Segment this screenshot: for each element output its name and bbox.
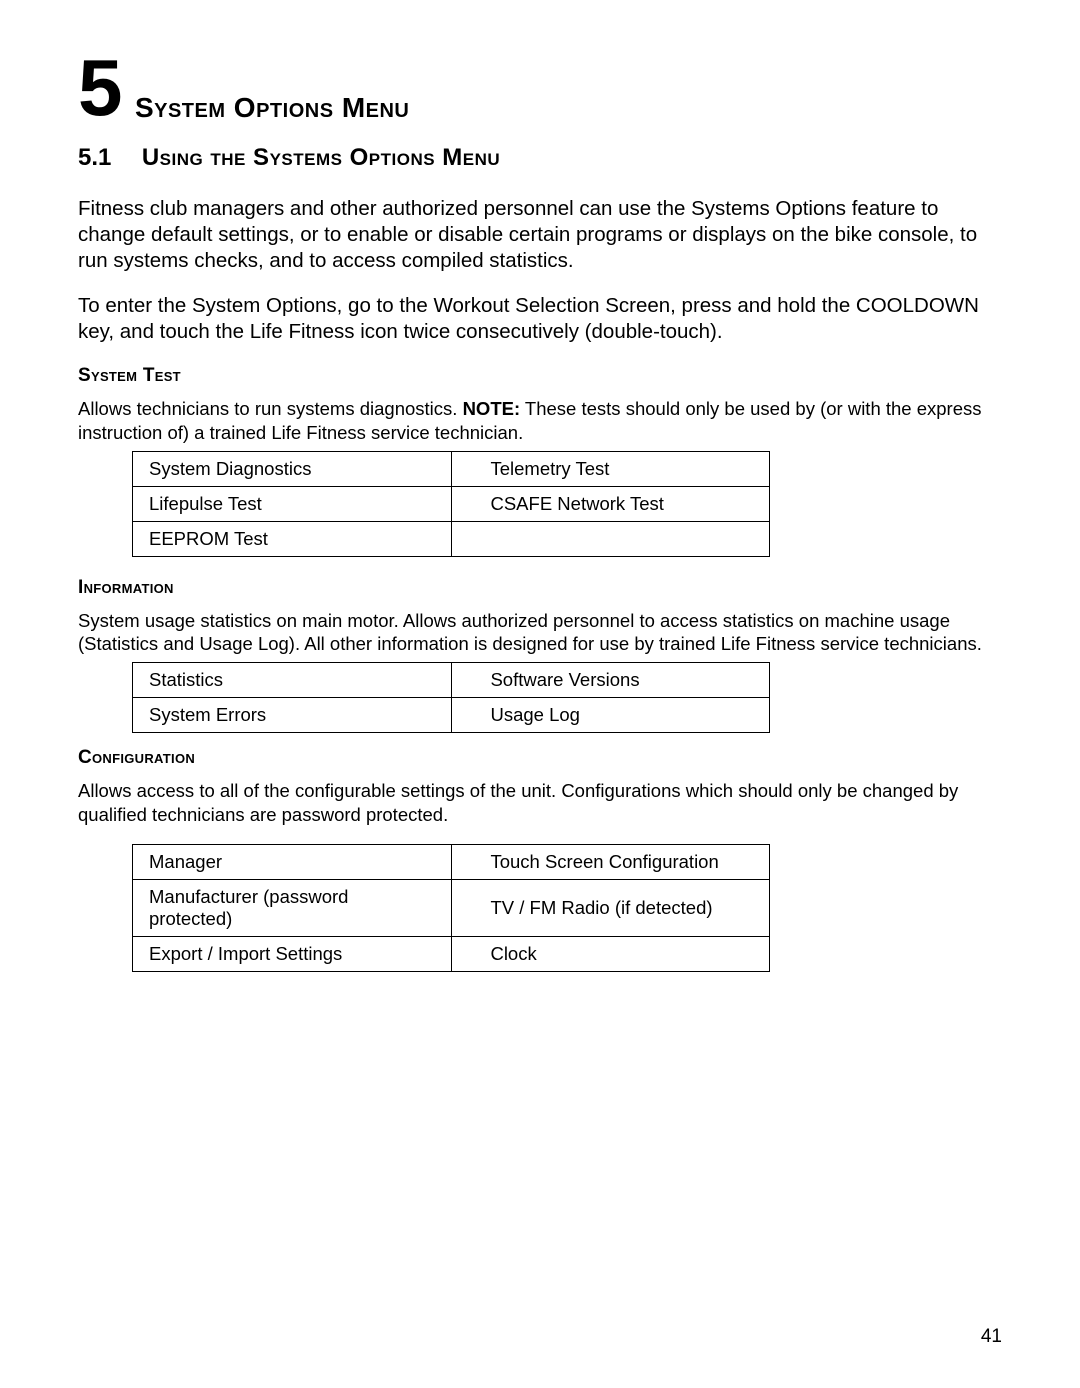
table-cell: System Diagnostics [133, 451, 452, 486]
table-cell: Usage Log [452, 697, 770, 732]
system-test-header: System Test [78, 365, 1002, 387]
system-test-table: System Diagnostics Telemetry Test Lifepu… [132, 451, 770, 557]
table-cell [452, 521, 770, 556]
system-test-description: Allows technicians to run systems diagno… [78, 397, 1002, 444]
table-cell: Manufacturer (password protected) [133, 880, 452, 937]
table-cell: Clock [452, 937, 770, 972]
chapter-title: System Options Menu [135, 94, 409, 122]
information-description: System usage statistics on main motor. A… [78, 609, 1002, 656]
table-row: Export / Import Settings Clock [133, 937, 770, 972]
information-table: Statistics Software Versions System Erro… [132, 662, 770, 733]
table-row: System Errors Usage Log [133, 697, 770, 732]
table-row: Statistics Software Versions [133, 662, 770, 697]
configuration-description: Allows access to all of the configurable… [78, 779, 1002, 826]
chapter-number: 5 [78, 48, 123, 128]
table-cell: CSAFE Network Test [452, 486, 770, 521]
information-header: Information [78, 577, 1002, 599]
configuration-table: Manager Touch Screen Configuration Manuf… [132, 844, 770, 972]
chapter-header: 5 System Options Menu [78, 48, 1002, 128]
table-cell: Statistics [133, 662, 452, 697]
table-cell: Manager [133, 845, 452, 880]
table-cell: System Errors [133, 697, 452, 732]
table-cell: Telemetry Test [452, 451, 770, 486]
table-cell: Touch Screen Configuration [452, 845, 770, 880]
table-row: Manager Touch Screen Configuration [133, 845, 770, 880]
table-row: System Diagnostics Telemetry Test [133, 451, 770, 486]
page-number: 41 [981, 1326, 1002, 1348]
table-cell: Export / Import Settings [133, 937, 452, 972]
table-cell: EEPROM Test [133, 521, 452, 556]
table-row: EEPROM Test [133, 521, 770, 556]
table-cell: Lifepulse Test [133, 486, 452, 521]
table-row: Manufacturer (password protected) TV / F… [133, 880, 770, 937]
intro-paragraph-1: Fitness club managers and other authoriz… [78, 196, 1002, 275]
table-row: Lifepulse Test CSAFE Network Test [133, 486, 770, 521]
section-title: Using the Systems Options Menu [142, 144, 500, 172]
section-header: 5.1 Using the Systems Options Menu [78, 144, 1002, 172]
configuration-header: Configuration [78, 747, 1002, 769]
intro-paragraph-2: To enter the System Options, go to the W… [78, 293, 1002, 345]
note-label: NOTE: [463, 398, 521, 419]
table-cell: Software Versions [452, 662, 770, 697]
table-cell: TV / FM Radio (if detected) [452, 880, 770, 937]
section-number: 5.1 [78, 144, 111, 172]
